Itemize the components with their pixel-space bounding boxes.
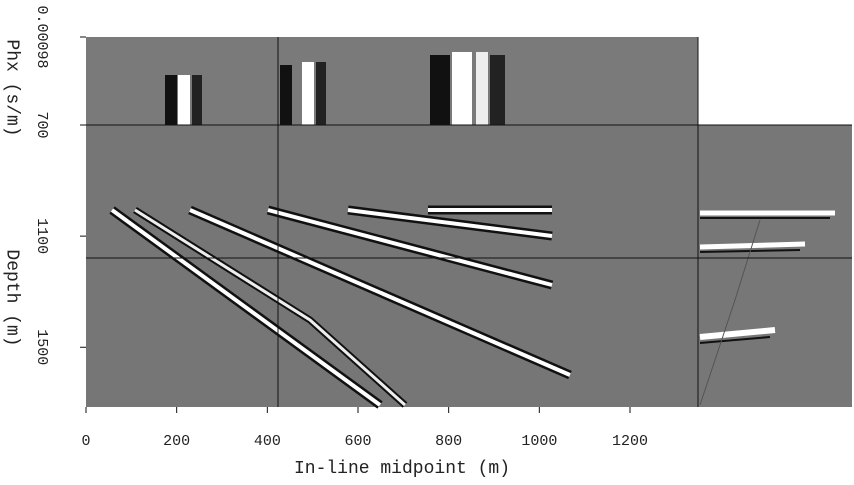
x-tick-label: 600 xyxy=(344,433,371,450)
image-events xyxy=(109,205,572,409)
x-tick-label: 1000 xyxy=(521,433,557,450)
x-tick-label: 400 xyxy=(254,433,281,450)
x-axis-label: In-line midpoint (m) xyxy=(294,459,510,479)
x-tick-label: 200 xyxy=(163,433,190,450)
side-panel xyxy=(698,125,852,407)
image-panel xyxy=(86,125,698,407)
x-tick-label: 0 xyxy=(81,433,90,450)
y-tick-label: 700 xyxy=(33,111,50,138)
panels xyxy=(86,37,852,409)
side-events xyxy=(699,210,835,406)
x-tick-label: 800 xyxy=(435,433,462,450)
phx-tick-label: 0.00098 xyxy=(33,5,50,68)
gather-events xyxy=(165,52,505,125)
y-tick-label: 1100 xyxy=(33,218,50,254)
x-tick-label: 1200 xyxy=(612,433,648,450)
phx-axis-label: Phx (s/m) xyxy=(1,39,21,136)
y-axis-label: Depth (m) xyxy=(1,249,21,346)
gather-panel xyxy=(86,37,698,125)
y-tick-label: 1500 xyxy=(33,329,50,365)
